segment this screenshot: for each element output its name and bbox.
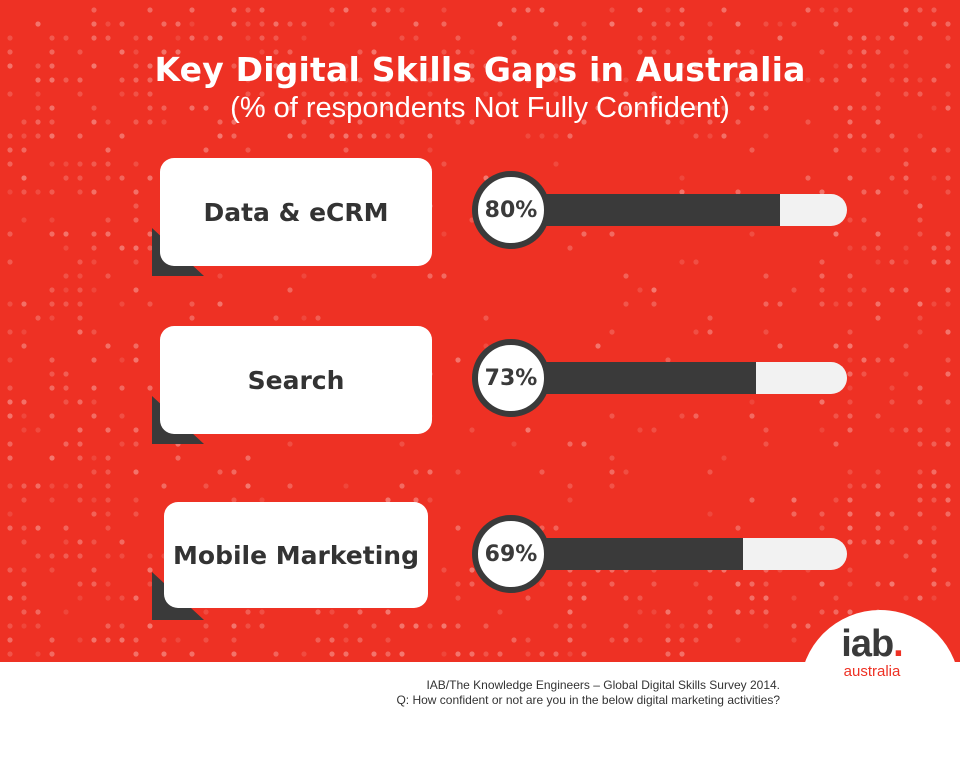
logo-dot: . (893, 623, 904, 665)
category-label: Search (160, 326, 432, 434)
value-label: 73% (472, 339, 550, 417)
value-label: 80% (472, 171, 550, 249)
dot-pattern (7, 7, 951, 657)
bar-row: Mobile Marketing 69% (0, 502, 960, 632)
chart-title: Key Digital Skills Gaps in Australia (154, 50, 806, 89)
bar-track (510, 194, 847, 226)
category-label: Data & eCRM (160, 158, 432, 266)
bar-fill (510, 362, 756, 394)
bar-track (510, 362, 847, 394)
category-label: Mobile Marketing (164, 502, 428, 608)
source-line-1: IAB/The Knowledge Engineers – Global Dig… (426, 678, 780, 692)
bar-row: Search 73% (0, 326, 960, 456)
logo-subtext: australia (843, 663, 901, 680)
chart-subtitle: (% of respondents Not Fully Confident) (230, 92, 730, 124)
iab-logo: iab. (822, 624, 922, 664)
slide-background: Key Digital Skills Gaps in Australia (% … (0, 0, 960, 662)
logo-main: iab (841, 623, 894, 665)
bar-row: Data & eCRM 80% (0, 158, 960, 288)
source-note: IAB/The Knowledge Engineers – Global Dig… (396, 678, 780, 708)
bar-track (510, 538, 847, 570)
source-line-2: Q: How confident or not are you in the b… (396, 693, 780, 707)
bar-fill (510, 194, 780, 226)
value-label: 69% (472, 515, 550, 593)
